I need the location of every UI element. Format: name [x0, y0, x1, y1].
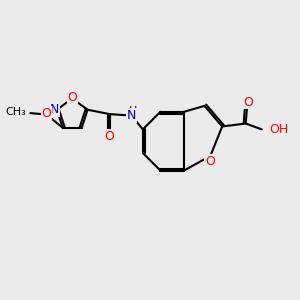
Text: N: N — [127, 109, 136, 122]
Text: CH₃: CH₃ — [5, 106, 26, 117]
Text: O: O — [244, 96, 254, 109]
Text: O: O — [41, 106, 51, 120]
Text: N: N — [50, 103, 59, 116]
Text: O: O — [105, 130, 115, 143]
Text: O: O — [67, 91, 77, 103]
Text: H: H — [129, 106, 137, 116]
Text: OH: OH — [269, 123, 289, 136]
Text: O: O — [205, 155, 215, 168]
